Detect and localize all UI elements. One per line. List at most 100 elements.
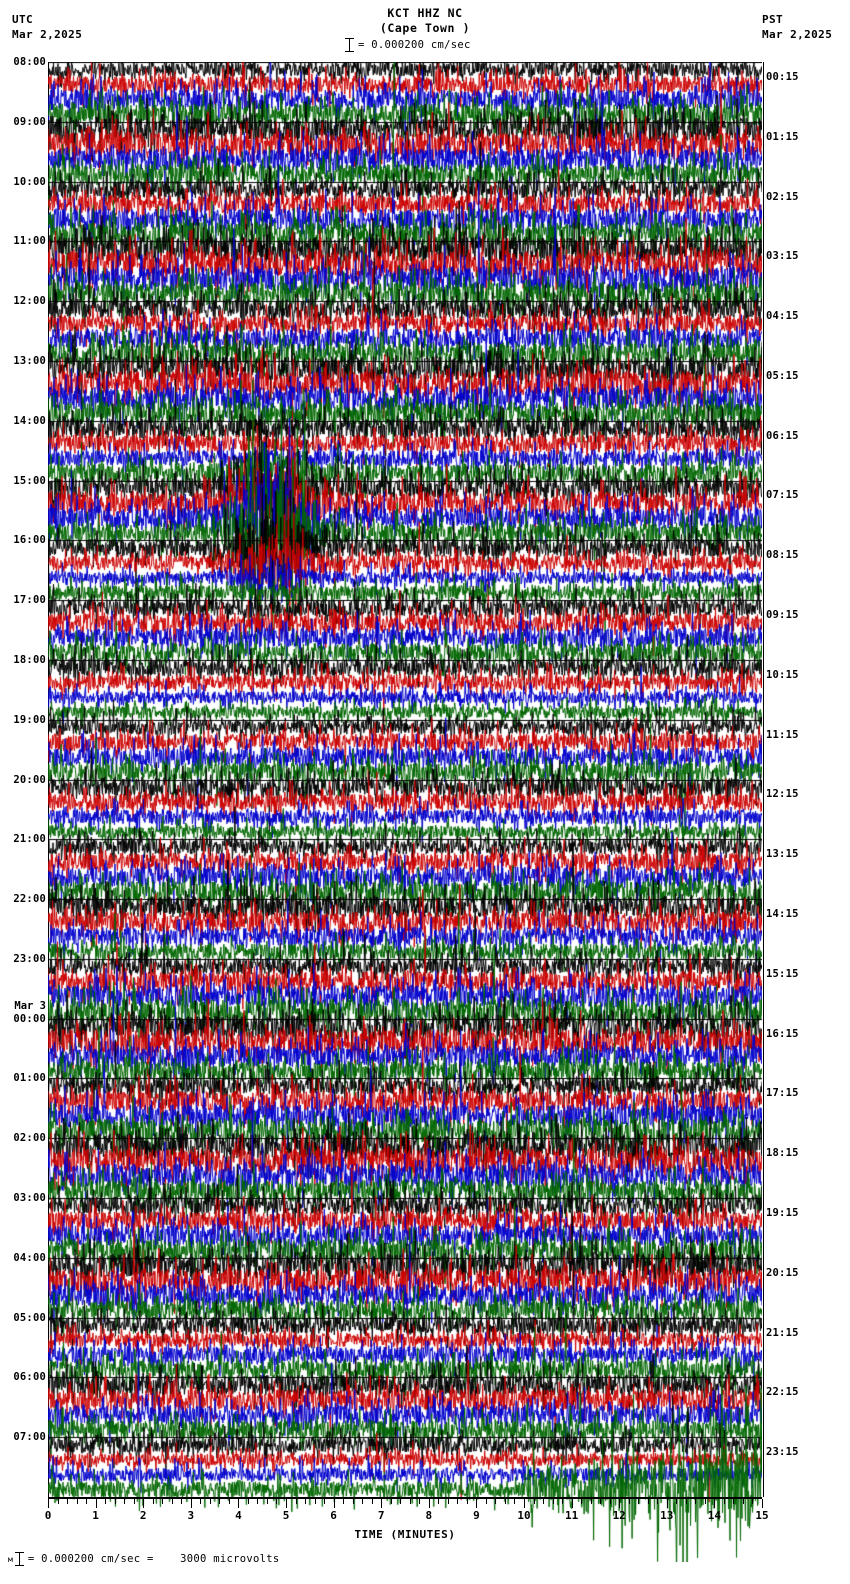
right-time-tick-label: 06:15 [766, 429, 799, 442]
right-time-tick-label: 11:15 [766, 728, 799, 741]
x-tick-minor [124, 1499, 126, 1504]
right-time-tick-label: 00:15 [766, 70, 799, 83]
scale-caption: = 0.000200 cm/sec [345, 38, 471, 52]
right-time-tick-label: 13:15 [766, 848, 799, 861]
ibeam-scale-icon [345, 38, 354, 52]
header-title-block: KCT HHZ NC (Cape Town ) [0, 6, 850, 36]
x-axis-title: TIME (MINUTES) [354, 1528, 456, 1541]
x-tick-minor [552, 1499, 554, 1504]
x-axis-line [48, 1497, 762, 1499]
left-time-tick-label: 23:00 [13, 952, 46, 965]
x-tick-major [143, 1499, 145, 1508]
right-time-tick-label: 09:15 [766, 609, 799, 622]
mu-symbol: м [8, 1554, 13, 1564]
x-tick-minor [695, 1499, 697, 1504]
x-tick-minor [324, 1499, 326, 1504]
left-time-tick-label: 16:00 [13, 534, 46, 547]
x-tick-minor [219, 1499, 221, 1504]
left-time-tick-label: 07:00 [13, 1431, 46, 1444]
x-tick-major [48, 1499, 49, 1508]
x-tick-minor [723, 1499, 725, 1504]
right-time-tick-label: 01:15 [766, 130, 799, 143]
x-tick-minor [543, 1499, 545, 1504]
right-time-tick-label: 23:15 [766, 1446, 799, 1459]
x-tick-minor [314, 1499, 316, 1504]
x-tick-minor [400, 1499, 402, 1504]
x-tick-minor [133, 1499, 135, 1504]
x-tick-minor [638, 1499, 640, 1504]
x-tick-label: 9 [473, 1509, 480, 1522]
x-tick-minor [352, 1499, 354, 1504]
left-time-tick-label: 12:00 [13, 295, 46, 308]
x-tick-minor [676, 1499, 678, 1504]
x-tick-label: 5 [282, 1509, 290, 1522]
x-tick-minor [495, 1499, 497, 1504]
x-tick-minor [362, 1499, 364, 1504]
left-time-tick-label: 03:00 [13, 1192, 46, 1205]
x-tick-minor [409, 1499, 411, 1504]
x-tick-minor [152, 1499, 154, 1504]
x-tick-minor [742, 1499, 744, 1504]
x-tick-label: 2 [139, 1509, 147, 1522]
x-tick-minor [581, 1499, 583, 1504]
x-tick-minor [305, 1499, 307, 1504]
x-tick-minor [704, 1499, 706, 1504]
left-time-tick-label: 01:00 [13, 1072, 46, 1085]
left-time-tick-label: 10:00 [13, 175, 46, 188]
x-tick-minor [162, 1499, 164, 1504]
left-time-tick-label: 15:00 [13, 474, 46, 487]
x-tick-major [190, 1499, 192, 1508]
x-tick-minor [466, 1499, 468, 1504]
x-tick-major [666, 1499, 668, 1508]
right-time-tick-label: 18:15 [766, 1147, 799, 1160]
x-tick-minor [266, 1499, 268, 1504]
scale-caption-text: = 0.000200 cm/sec [358, 39, 471, 51]
x-tick-minor [657, 1499, 659, 1504]
ibeam-scale-icon-footer [14, 1552, 24, 1566]
x-tick-minor [114, 1499, 116, 1504]
x-tick-major [714, 1499, 716, 1508]
left-time-tick-label: 09:00 [13, 115, 46, 128]
x-tick-minor [105, 1499, 107, 1504]
x-tick-minor [562, 1499, 564, 1504]
header: UTC Mar 2,2025 KCT HHZ NC (Cape Town ) P… [0, 0, 850, 60]
x-tick-minor [733, 1499, 735, 1504]
x-tick-label: 8 [425, 1509, 433, 1522]
x-tick-minor [485, 1499, 487, 1504]
x-tick-minor [600, 1499, 602, 1504]
footer: м = 0.000200 cm/sec = 3000 microvolts [8, 1552, 279, 1566]
x-tick-major [381, 1499, 383, 1508]
left-time-tick-label: 00:00 [13, 1012, 46, 1025]
left-time-tick-label: 08:00 [13, 56, 46, 68]
left-time-tick-label: 20:00 [13, 773, 46, 786]
x-tick-minor [590, 1499, 592, 1504]
x-tick-minor [514, 1499, 516, 1504]
x-tick-minor [57, 1499, 59, 1504]
left-time-tick-label: 18:00 [13, 653, 46, 666]
x-tick-minor [343, 1499, 345, 1504]
utc-date-label: Mar 2,2025 [12, 28, 83, 41]
left-time-tick-label: 22:00 [13, 893, 46, 906]
x-tick-minor [67, 1499, 69, 1504]
left-time-tick-label: 02:00 [13, 1132, 46, 1145]
footer-scale-text: = 0.000200 cm/sec = 3000 microvolts [27, 1553, 280, 1565]
right-time-tick-label: 10:15 [766, 668, 799, 681]
x-tick-label: 4 [235, 1509, 242, 1522]
x-tick-minor [228, 1499, 230, 1504]
x-tick-label: 0 [44, 1509, 52, 1522]
right-time-tick-label: 21:15 [766, 1326, 799, 1339]
x-tick-minor [247, 1499, 249, 1504]
right-time-tick-label: 03:15 [766, 250, 799, 263]
x-tick-minor [752, 1499, 754, 1504]
right-time-tick-label: 16:15 [766, 1027, 799, 1040]
pst-date-label: Mar 2,2025 [762, 28, 833, 41]
x-tick-major [762, 1499, 763, 1508]
x-tick-minor [257, 1499, 259, 1504]
x-tick-minor [609, 1499, 611, 1504]
x-tick-minor [504, 1499, 506, 1504]
x-tick-minor [209, 1499, 211, 1504]
x-tick-minor [200, 1499, 202, 1504]
left-time-tick-label: 05:00 [13, 1311, 46, 1324]
x-tick-minor [371, 1499, 373, 1504]
left-time-tick-label: 06:00 [13, 1371, 46, 1384]
